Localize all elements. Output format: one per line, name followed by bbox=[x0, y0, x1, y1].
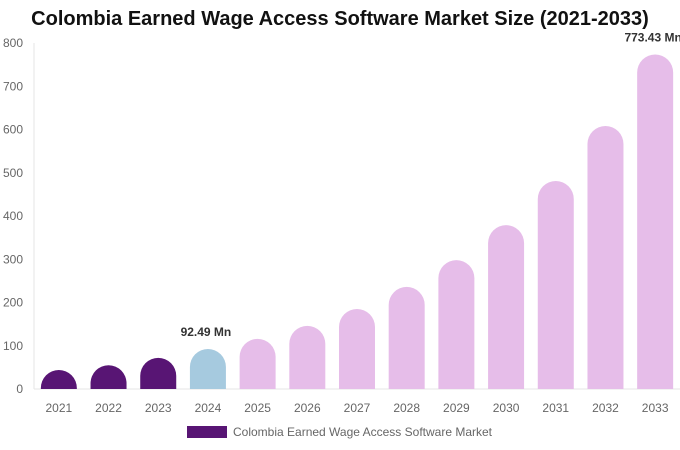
x-tick-label: 2030 bbox=[493, 401, 520, 415]
bar-2025 bbox=[239, 338, 276, 389]
chart-title: Colombia Earned Wage Access Software Mar… bbox=[31, 8, 649, 30]
x-tick-label: 2029 bbox=[443, 401, 470, 415]
data-label: 773.43 Mn bbox=[624, 30, 680, 44]
y-tick-label: 0 bbox=[16, 382, 23, 396]
bar-2022 bbox=[90, 365, 127, 389]
y-tick-label: 200 bbox=[3, 296, 23, 310]
y-tick-label: 600 bbox=[3, 123, 23, 137]
bar-2027 bbox=[339, 308, 375, 389]
x-tick-label: 2023 bbox=[145, 401, 172, 415]
x-tick-label: 2021 bbox=[45, 401, 72, 415]
data-label: 92.49 Mn bbox=[181, 325, 232, 339]
x-tick-label: 2026 bbox=[294, 401, 321, 415]
bar-2023 bbox=[140, 357, 177, 389]
legend: Colombia Earned Wage Access Software Mar… bbox=[187, 425, 492, 439]
x-tick-label: 2033 bbox=[642, 401, 669, 415]
bar-2031 bbox=[537, 180, 574, 389]
legend-swatch bbox=[187, 426, 227, 438]
bar-2024 bbox=[189, 348, 226, 389]
bar-2030 bbox=[488, 225, 525, 389]
x-tick-label: 2024 bbox=[195, 401, 222, 415]
x-tick-label: 2022 bbox=[95, 401, 122, 415]
bar-2032 bbox=[587, 126, 624, 390]
y-tick-label: 700 bbox=[3, 79, 23, 93]
legend-label: Colombia Earned Wage Access Software Mar… bbox=[233, 425, 493, 439]
y-tick-label: 300 bbox=[3, 252, 23, 266]
x-tick-label: 2031 bbox=[542, 401, 569, 415]
y-tick-label: 500 bbox=[3, 166, 23, 180]
bar-2028 bbox=[388, 286, 425, 389]
x-tick-label: 2032 bbox=[592, 401, 619, 415]
x-tick-label: 2025 bbox=[244, 401, 271, 415]
x-tick-label: 2027 bbox=[344, 401, 371, 415]
y-tick-label: 100 bbox=[3, 339, 23, 353]
bar-2021 bbox=[40, 369, 77, 389]
bar-2026 bbox=[289, 325, 326, 389]
bar-2029 bbox=[438, 260, 475, 389]
x-tick-label: 2028 bbox=[393, 401, 420, 415]
bar-2033 bbox=[637, 54, 674, 390]
y-tick-label: 400 bbox=[3, 209, 23, 223]
y-tick-label: 800 bbox=[3, 36, 23, 50]
